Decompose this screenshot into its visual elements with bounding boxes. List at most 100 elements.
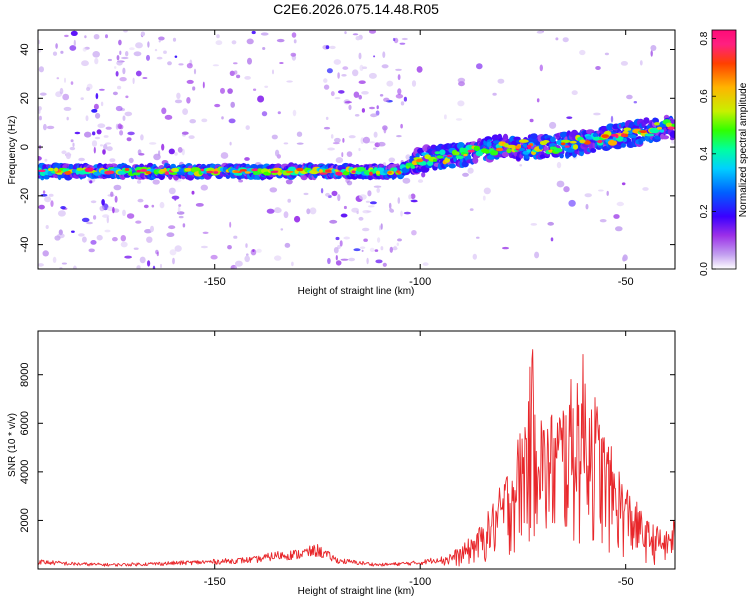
spectrogram-x-label: Height of straight line (km): [298, 286, 415, 297]
spectrogram-noise-cell: [122, 67, 126, 75]
spectrogram-noise-cell: [497, 78, 505, 84]
spectrogram-noise-cell: [105, 142, 112, 145]
spectrogram-noise-cell: [104, 229, 111, 233]
spectrogram-noise-cell: [42, 250, 49, 257]
spectrogram-noise-cell: [101, 199, 105, 206]
spectrogram-noise-cell: [109, 158, 116, 163]
spectrogram-noise-cell: [246, 253, 249, 257]
spectrogram-noise-cell: [138, 153, 145, 156]
spectrogram-noise-cell: [142, 77, 148, 79]
spectrogram-noise-cell: [358, 94, 363, 100]
spectrogram-noise-cell: [119, 130, 124, 136]
spectrogram-noise-cell: [383, 97, 390, 103]
spectrogram-ridge-cell: [415, 153, 420, 159]
spectrogram-noise-cell: [38, 115, 42, 121]
spectrogram-peak-cell: [200, 168, 205, 172]
spectrogram-peak-cell: [233, 170, 240, 174]
spectrogram-ridge-cell: [272, 167, 283, 171]
spectrogram-ridge-cell: [644, 133, 655, 137]
spectrogram-noise-cell: [369, 201, 377, 205]
spectrogram-ridge-cell: [436, 155, 444, 159]
spectrogram-ridge-cell: [117, 170, 127, 175]
spectrogram-ridge-cell: [560, 139, 571, 143]
spectrogram-peak-cell: [667, 126, 675, 130]
spectrogram-noise-cell: [329, 45, 336, 50]
spectrogram-noise-cell: [389, 246, 393, 253]
spectrogram-noise-cell: [620, 61, 629, 66]
spectrogram-noise-cell: [244, 255, 250, 263]
spectrogram-peak-cell: [446, 154, 453, 158]
spectrogram-noise-cell: [158, 36, 165, 41]
spectrogram-noise-cell: [403, 211, 411, 215]
spectrogram-noise-cell: [212, 64, 220, 67]
spectrogram-noise-cell: [69, 45, 77, 51]
spectrogram-noise-cell: [395, 68, 402, 71]
snr-panel: -150 -100 -50 2000 4000 6000 8000 Height of s…: [7, 330, 676, 597]
spectrogram-peak-cell: [165, 171, 169, 176]
spectrogram-peak-cell: [171, 167, 179, 172]
spectrogram-noise-cell: [358, 216, 364, 221]
spectrogram-noise-cell: [64, 34, 69, 38]
spectrogram-noise-cell: [178, 63, 184, 66]
spectrogram-noise-cell: [174, 152, 178, 156]
spectrogram-peak-cell: [319, 169, 323, 174]
spectrogram-noise-cell: [78, 233, 85, 237]
spectrogram-noise-cell: [566, 116, 573, 119]
spectrogram-noise-cell: [44, 158, 48, 162]
spectrogram-noise-cell: [96, 129, 102, 135]
spectrogram-noise-cell: [547, 221, 554, 226]
spectrogram-noise-cell: [388, 157, 396, 163]
spectrogram-noise-cell: [78, 157, 85, 162]
spectrogram-y-tick-label: 0: [19, 144, 31, 150]
spectrogram-noise-cell: [86, 87, 91, 91]
spectrogram-noise-cell: [482, 195, 486, 201]
spectrogram-ridge-cell: [530, 133, 538, 140]
spectrogram-noise-cell: [171, 195, 180, 200]
spectrogram-noise-cell: [650, 45, 657, 51]
spectrogram-ridge-cell: [518, 139, 529, 143]
spectrogram-noise-cell: [152, 179, 160, 185]
spectrogram-noise-cell: [115, 71, 119, 77]
spectrogram-noise-cell: [143, 204, 149, 209]
spectrogram-noise-cell: [320, 188, 324, 194]
spectrogram-noise-cell: [215, 40, 223, 46]
spectrogram-noise-cell: [337, 72, 340, 79]
spectrogram-noise-cell: [234, 265, 237, 269]
spectrogram-noise-cell: [95, 93, 99, 100]
spectrogram-peak-cell: [104, 170, 112, 175]
spectrogram-noise-cell: [373, 147, 377, 150]
spectrogram-peak-cell: [56, 172, 63, 175]
spectrogram-noise-cell: [327, 147, 335, 151]
spectrogram-noise-cell: [323, 126, 331, 130]
spectrogram-noise-cell: [271, 134, 278, 140]
spectrogram-noise-cell: [112, 237, 118, 242]
spectrogram-noise-cell: [408, 194, 412, 200]
spectrogram-y-label: Frequency (Hz): [7, 116, 18, 185]
spectrogram-noise-cell: [530, 223, 538, 226]
spectrogram-ridge-cell: [659, 129, 665, 133]
spectrogram-noise-cell: [72, 142, 75, 147]
spectrogram-noise-cell: [402, 177, 411, 184]
spectrogram-noise-cell: [124, 255, 132, 259]
spectrogram-noise-cell: [334, 137, 341, 143]
spectrogram-noise-cell: [550, 237, 554, 242]
spectrogram-noise-cell: [337, 194, 341, 202]
spectrogram-peak-cell: [67, 170, 71, 174]
spectrogram-noise-cell: [455, 118, 463, 121]
spectrogram-noise-cell: [293, 39, 297, 44]
spectrogram-noise-cell: [163, 50, 167, 54]
spectrogram-noise-cell: [90, 200, 97, 204]
spectrogram-noise-cell: [376, 187, 381, 193]
spectrogram-peak-cell: [213, 171, 219, 174]
spectrogram-peak-cell: [334, 169, 339, 172]
spectrogram-noise-cell: [91, 140, 98, 147]
spectrogram-noise-cell: [116, 60, 123, 66]
spectrogram-noise-cell: [59, 87, 64, 95]
snr-x-label: Height of straight line (km): [298, 586, 415, 597]
spectrogram-noise-cell: [330, 134, 334, 139]
spectrogram-noise-cell: [389, 209, 394, 213]
spectrogram-noise-cell: [368, 141, 376, 144]
spectrogram-ridge-cell: [542, 140, 550, 143]
spectrogram-noise-cell: [236, 74, 241, 79]
colorbar-ticks: 0.0 0.2 0.4 0.6 0.8: [699, 31, 716, 276]
